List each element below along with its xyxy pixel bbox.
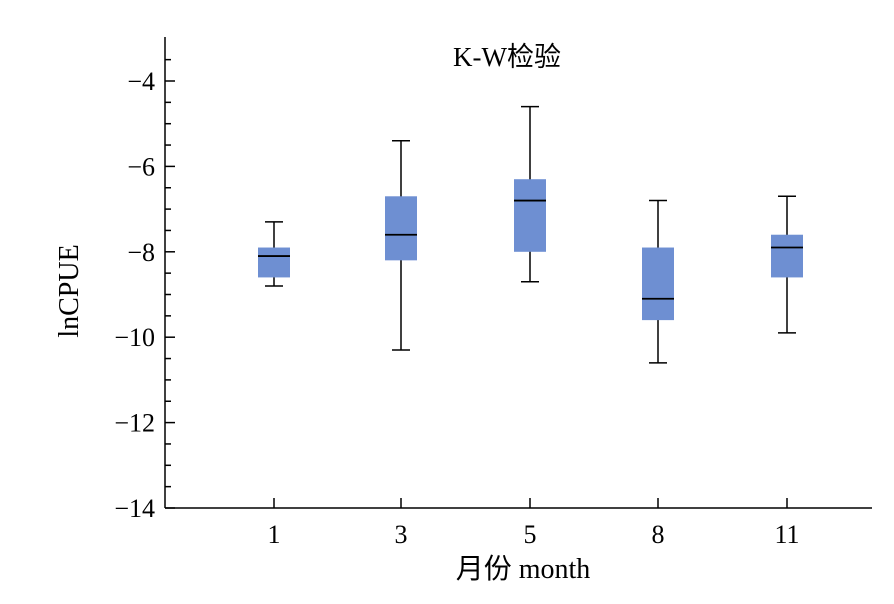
y-axis-title: lnCPUE (54, 244, 85, 337)
box-group (258, 221, 290, 287)
y-tick-label: −14 (114, 494, 155, 523)
y-tick-label: −12 (114, 409, 155, 438)
x-tick-label: 3 (395, 520, 408, 549)
box-iqr (385, 196, 417, 261)
chart-title: K-W检验 (453, 42, 561, 72)
box-group (771, 195, 803, 334)
x-tick-label: 8 (652, 520, 665, 549)
boxes (258, 105, 803, 364)
y-tick-label: −6 (127, 152, 155, 181)
x-tick-label: 5 (524, 520, 537, 549)
box-group (514, 105, 546, 283)
y-tick-label: −10 (114, 323, 155, 352)
box-iqr (642, 247, 674, 321)
y-tick-label: −4 (127, 67, 155, 96)
box-iqr (514, 179, 546, 252)
box-iqr (771, 234, 803, 278)
axes: −4 −6 −8 −10 −12 −14 1 3 5 8 11 (114, 37, 872, 549)
box-group (642, 199, 674, 364)
x-axis-title: 月份 month (456, 553, 591, 585)
y-tick-label: −8 (127, 238, 155, 267)
x-tick-label: 1 (268, 520, 281, 549)
x-tick-label: 11 (774, 520, 799, 549)
box-iqr (258, 247, 290, 278)
box-group (385, 140, 417, 351)
